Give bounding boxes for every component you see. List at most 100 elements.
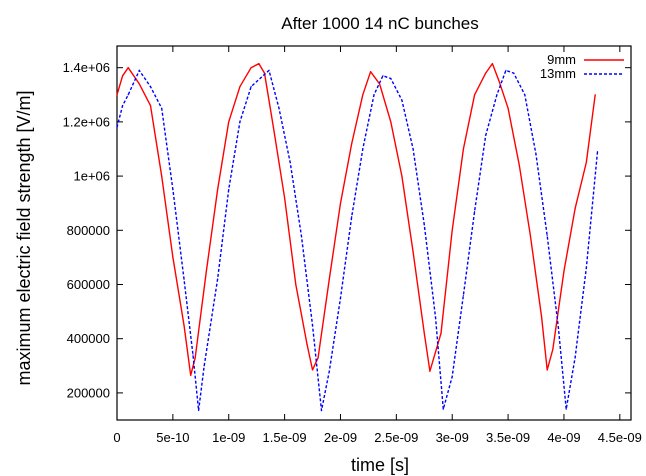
data-point-13mm bbox=[362, 148, 364, 150]
data-point-9mm bbox=[284, 197, 286, 199]
data-point-9mm bbox=[440, 332, 442, 334]
data-point-13mm bbox=[565, 408, 567, 410]
x-tick-label: 3.5e-09 bbox=[486, 430, 530, 445]
data-point-9mm bbox=[116, 94, 118, 96]
data-point-9mm bbox=[412, 251, 414, 253]
y-tick-label: 1e+06 bbox=[73, 169, 110, 184]
data-point-13mm bbox=[339, 297, 342, 299]
data-point-9mm bbox=[462, 148, 464, 150]
data-point-13mm bbox=[442, 408, 444, 410]
data-point-13mm bbox=[197, 409, 200, 412]
data-point-9mm bbox=[574, 208, 576, 210]
data-point-13mm bbox=[127, 94, 129, 96]
data-point-13mm bbox=[462, 294, 464, 296]
data-point-9mm bbox=[362, 94, 364, 96]
data-point-13mm bbox=[513, 72, 515, 74]
y-tick-label: 800000 bbox=[67, 223, 110, 238]
data-point-13mm bbox=[451, 376, 453, 378]
x-tick-label: 4e-09 bbox=[547, 430, 580, 445]
data-point-9mm bbox=[228, 121, 230, 123]
data-point-9mm bbox=[138, 83, 140, 85]
y-tick-label: 1.2e+06 bbox=[63, 114, 110, 129]
data-point-13mm bbox=[289, 161, 291, 164]
data-point-13mm bbox=[311, 324, 314, 326]
data-point-13mm bbox=[596, 151, 599, 153]
series-layer bbox=[116, 62, 599, 412]
data-point-9mm bbox=[518, 164, 520, 166]
data-point-13mm bbox=[216, 278, 219, 280]
data-point-13mm bbox=[373, 94, 375, 96]
data-point-9mm bbox=[183, 324, 185, 326]
data-point-13mm bbox=[434, 316, 437, 318]
y-axis-label: maximum electric field strength [V/m] bbox=[14, 90, 34, 385]
data-point-13mm bbox=[116, 126, 118, 128]
data-point-13mm bbox=[259, 77, 261, 80]
data-point-13mm bbox=[496, 94, 498, 96]
y-tick-label: 600000 bbox=[67, 277, 110, 292]
data-point-13mm bbox=[485, 134, 487, 137]
data-point-13mm bbox=[161, 107, 163, 109]
data-point-9mm bbox=[306, 343, 308, 345]
y-tick-label: 200000 bbox=[67, 385, 110, 400]
data-point-9mm bbox=[401, 175, 403, 177]
data-point-13mm bbox=[390, 77, 392, 80]
data-point-13mm bbox=[585, 267, 587, 269]
data-point-9mm bbox=[423, 332, 425, 334]
data-point-9mm bbox=[339, 202, 342, 204]
data-point-9mm bbox=[498, 80, 500, 82]
data-point-13mm bbox=[524, 94, 526, 96]
data-point-9mm bbox=[378, 83, 381, 85]
x-tick-label: 1e-09 bbox=[212, 430, 245, 445]
data-point-9mm bbox=[552, 348, 554, 351]
data-point-9mm bbox=[258, 63, 260, 65]
x-tick-label: 4.5e-09 bbox=[598, 430, 642, 445]
y-axis: 200000 400000 600000 800000 1e+06 1.2e+06 1.4e… bbox=[63, 60, 631, 400]
data-point-9mm bbox=[205, 270, 207, 272]
data-point-13mm bbox=[228, 189, 230, 191]
data-point-13mm bbox=[203, 365, 205, 367]
data-point-9mm bbox=[121, 75, 124, 77]
data-point-13mm bbox=[412, 148, 414, 150]
data-point-13mm bbox=[505, 69, 507, 71]
data-point-13mm bbox=[172, 189, 174, 191]
data-point-13mm bbox=[278, 107, 280, 109]
data-point-9mm bbox=[370, 71, 372, 73]
data-point-9mm bbox=[491, 63, 494, 65]
data-point-9mm bbox=[529, 235, 532, 237]
data-point-9mm bbox=[594, 94, 596, 96]
y-tick-label: 400000 bbox=[67, 331, 110, 346]
data-point-13mm bbox=[320, 409, 323, 412]
data-point-9mm bbox=[239, 86, 241, 88]
data-point-9mm bbox=[328, 278, 330, 280]
data-point-9mm bbox=[317, 357, 319, 359]
data-point-9mm bbox=[172, 256, 174, 258]
data-point-13mm bbox=[239, 121, 241, 123]
x-axis-label: time [s] bbox=[351, 455, 409, 475]
y-tick-label: 1.4e+06 bbox=[63, 60, 110, 75]
x-tick-label: 2.5e-09 bbox=[374, 430, 418, 445]
data-point-9mm bbox=[272, 126, 275, 128]
data-point-13mm bbox=[351, 216, 353, 218]
data-point-13mm bbox=[574, 357, 576, 359]
x-tick-label: 2e-09 bbox=[324, 430, 357, 445]
data-point-13mm bbox=[546, 235, 548, 237]
data-point-13mm bbox=[382, 75, 384, 77]
data-point-9mm bbox=[390, 121, 392, 123]
plot-border bbox=[116, 45, 632, 421]
x-axis: 0 5e-10 1e-09 1.5e-09 2e-09 2.5e-09 3e-09 3.5e-… bbox=[113, 46, 642, 445]
data-point-9mm bbox=[546, 369, 548, 371]
chart-title: After 1000 14 nC bunches bbox=[281, 14, 479, 33]
data-point-13mm bbox=[121, 105, 124, 107]
data-point-9mm bbox=[250, 67, 252, 69]
data-point-9mm bbox=[351, 142, 353, 145]
data-point-9mm bbox=[585, 161, 587, 164]
legend-label-9mm: 9mm bbox=[547, 52, 576, 67]
data-point-13mm bbox=[423, 224, 425, 226]
data-point-9mm bbox=[194, 357, 196, 359]
data-point-13mm bbox=[300, 235, 302, 237]
data-point-9mm bbox=[190, 374, 192, 376]
data-point-13mm bbox=[183, 278, 185, 280]
x-tick-label: 3e-09 bbox=[436, 430, 469, 445]
